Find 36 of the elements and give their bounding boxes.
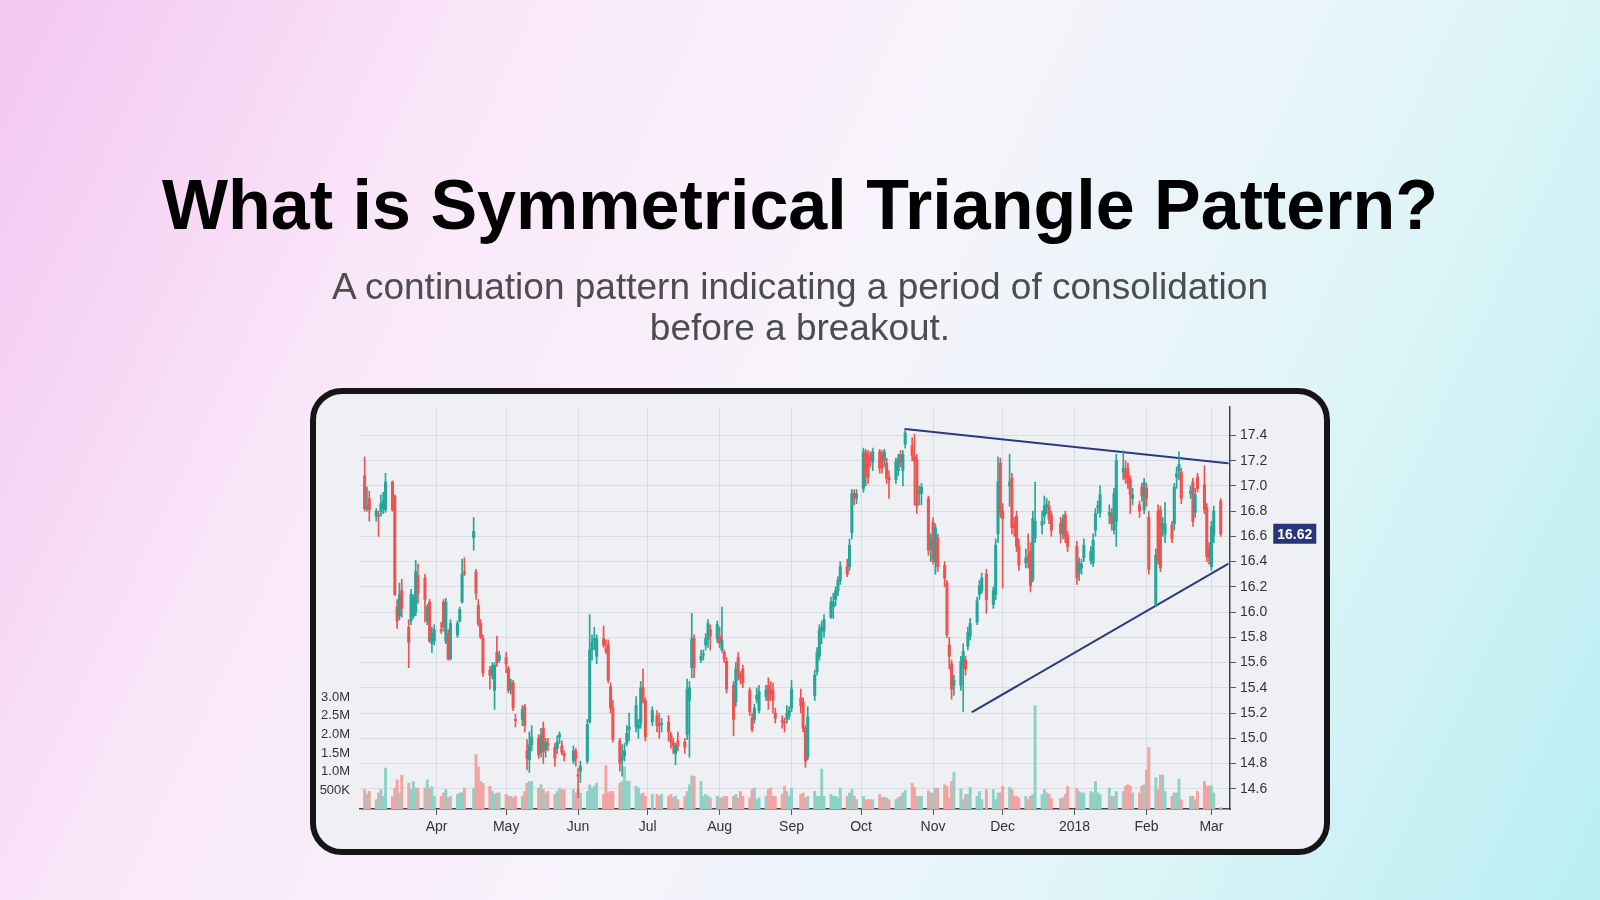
x-tick-label: Aug: [707, 818, 733, 835]
y-tick-label: 15.6: [1240, 653, 1268, 670]
x-tick-label: Jul: [638, 818, 657, 835]
y2-tick-label: 500K: [319, 781, 351, 797]
y-tick-label: 14.6: [1240, 779, 1268, 796]
y2-tick-label: 2.0M: [321, 726, 350, 742]
y-tick-label: 15.8: [1240, 628, 1268, 645]
x-tick-label: Nov: [920, 818, 946, 835]
y-tick-label: 15.2: [1240, 703, 1268, 720]
chart-title: What is Symmetrical Triangle Pattern?: [161, 165, 1439, 245]
y-tick-label: 17.0: [1240, 476, 1268, 493]
y-tick-label: 16.2: [1240, 577, 1268, 594]
x-tick-label: Sep: [779, 818, 805, 835]
y-tick-label: 17.4: [1240, 426, 1268, 443]
y-tick-label: 15.4: [1240, 678, 1268, 695]
y-tick-label: 16.8: [1240, 502, 1268, 519]
x-tick-label: May: [492, 818, 520, 835]
y-tick-label: 16.0: [1240, 602, 1268, 619]
x-tick-label: Mar: [1199, 818, 1224, 835]
y2-tick-label: 2.5M: [321, 707, 350, 723]
y-tick-label: 16.6: [1240, 527, 1268, 544]
chart-subtitle: A continuation pattern indicating a period of consolidation before a breakout.: [331, 266, 1269, 348]
x-tick-label: Feb: [1134, 818, 1159, 835]
x-tick-label: Apr: [425, 818, 448, 835]
y2-tick-label: 3.0M: [321, 688, 350, 704]
x-tick-label: 2018: [1058, 818, 1091, 835]
y2-tick-label: 1.0M: [321, 763, 350, 779]
text: 16.62: [1277, 525, 1313, 542]
y-tick-label: 14.8: [1240, 754, 1268, 771]
y-tick-label: 16.4: [1240, 552, 1268, 569]
y2-tick-label: 1.5M: [321, 744, 350, 760]
y-tick-label: 15.0: [1240, 729, 1268, 746]
x-tick-label: Dec: [990, 818, 1016, 835]
x-tick-label: Oct: [850, 818, 873, 835]
x-tick-label: Jun: [566, 818, 590, 835]
y-tick-label: 17.2: [1240, 451, 1268, 468]
